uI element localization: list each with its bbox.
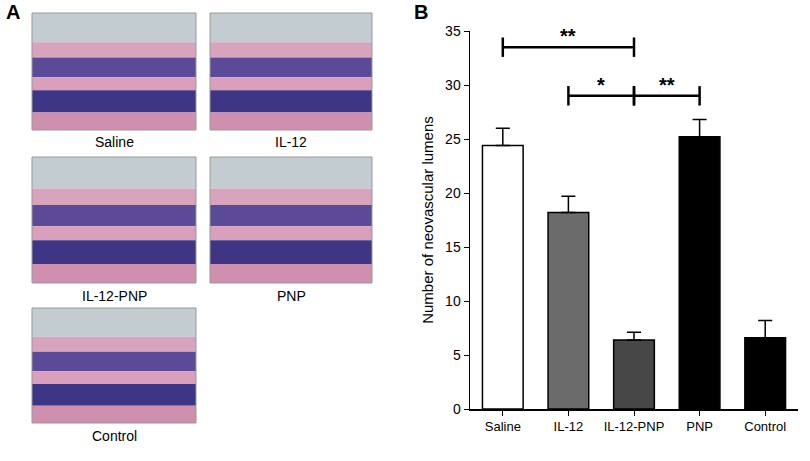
- svg-text:PNP: PNP: [686, 419, 713, 434]
- svg-text:Saline: Saline: [95, 134, 134, 150]
- svg-text:5: 5: [453, 347, 461, 363]
- svg-text:**: **: [560, 25, 576, 47]
- svg-text:IL-12-PNP: IL-12-PNP: [604, 419, 665, 434]
- svg-text:**: **: [659, 74, 675, 96]
- svg-text:B: B: [414, 1, 428, 23]
- svg-text:10: 10: [445, 293, 461, 309]
- svg-text:PNP: PNP: [277, 288, 306, 304]
- svg-text:Control: Control: [92, 428, 137, 444]
- svg-text:20: 20: [445, 185, 461, 201]
- svg-text:15: 15: [445, 239, 461, 255]
- svg-text:IL-12: IL-12: [275, 134, 307, 150]
- svg-text:35: 35: [445, 23, 461, 39]
- svg-text:0: 0: [453, 401, 461, 417]
- svg-text:Saline: Saline: [485, 419, 521, 434]
- svg-text:IL-12: IL-12: [554, 419, 584, 434]
- svg-text:A: A: [6, 1, 20, 23]
- svg-text:Number of neovascular lumens: Number of neovascular lumens: [419, 116, 436, 324]
- svg-text:*: *: [597, 74, 605, 96]
- svg-text:25: 25: [445, 131, 461, 147]
- svg-text:IL-12-PNP: IL-12-PNP: [82, 288, 147, 304]
- svg-text:30: 30: [445, 77, 461, 93]
- svg-text:Control: Control: [744, 419, 786, 434]
